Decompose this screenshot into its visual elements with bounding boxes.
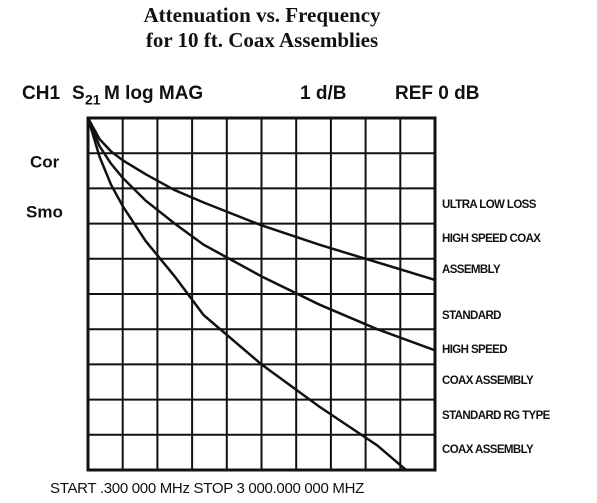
header-param: S	[72, 83, 85, 104]
legend-label: HIGH SPEED COAX	[442, 233, 541, 245]
data-line	[88, 118, 435, 352]
legend-label: STANDARD RG TYPE	[442, 410, 551, 422]
header-scale: 1 d/B	[300, 83, 346, 104]
plot-frame	[86, 116, 437, 472]
chart-title: Attenuation vs. Frequency	[143, 3, 381, 27]
header-format: M log MAG	[104, 83, 203, 104]
annotation: Smo	[26, 202, 63, 221]
chart-title: for 10 ft. Coax Assemblies	[146, 28, 378, 52]
legend-label: ASSEMBLY	[442, 264, 501, 276]
data-line	[88, 118, 409, 470]
legend-label: ULTRA LOW LOSS	[442, 199, 537, 211]
footer: START .300 000 MHz STOP 3 000.000 000 MH…	[50, 480, 364, 497]
header-channel: CH1	[22, 83, 60, 104]
legend-label: COAX ASSEMBLY	[442, 375, 534, 387]
data-line	[88, 118, 435, 282]
plot-area	[88, 118, 435, 470]
legend-label: HIGH SPEED	[442, 344, 507, 356]
legend-label: STANDARD	[442, 310, 501, 322]
legend-label: COAX ASSEMBLY	[442, 444, 534, 456]
header-param-sub: 21	[85, 92, 101, 108]
annotation: Cor	[30, 152, 60, 171]
header-ref: REF 0 dB	[395, 83, 479, 104]
